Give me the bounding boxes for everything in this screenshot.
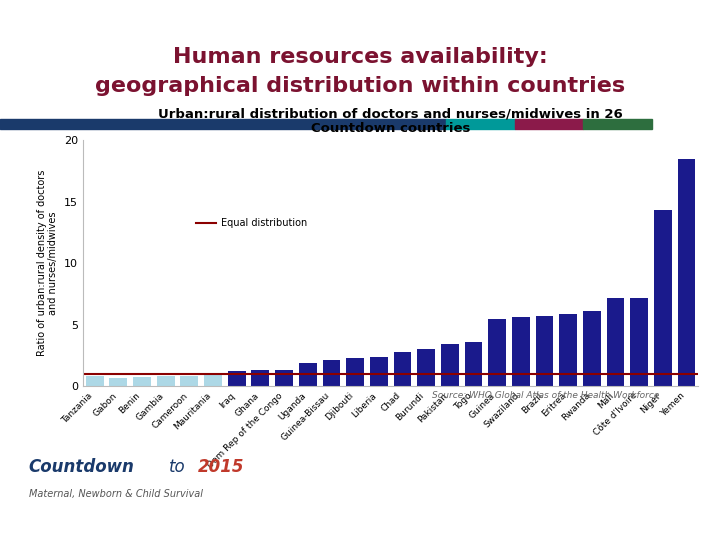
Equal distribution bbox=[114, 370, 122, 377]
Bar bbox=[109, 377, 127, 386]
Bar bbox=[536, 316, 554, 386]
Bar bbox=[157, 376, 174, 386]
Bar bbox=[204, 375, 222, 386]
Text: to: to bbox=[169, 458, 186, 476]
Bar bbox=[515, 119, 583, 129]
Bar bbox=[559, 314, 577, 386]
Bar bbox=[607, 298, 624, 386]
Text: geographical distribution within countries: geographical distribution within countri… bbox=[95, 76, 625, 97]
Text: Maternal, Newborn & Child Survival: Maternal, Newborn & Child Survival bbox=[29, 489, 203, 499]
Text: Countdown: Countdown bbox=[29, 458, 135, 476]
Bar bbox=[583, 311, 600, 386]
Bar bbox=[86, 376, 104, 386]
Bar bbox=[654, 211, 672, 386]
Bar bbox=[346, 358, 364, 386]
Bar bbox=[181, 376, 198, 386]
Bar bbox=[370, 356, 387, 386]
Text: Source: WHO Global Atlas of the Health Workforce: Source: WHO Global Atlas of the Health W… bbox=[432, 392, 660, 401]
Bar bbox=[299, 363, 317, 386]
Bar bbox=[464, 342, 482, 386]
Bar bbox=[133, 377, 151, 386]
Bar bbox=[323, 360, 341, 386]
Legend: Equal distribution: Equal distribution bbox=[192, 214, 310, 232]
Equal distribution bbox=[90, 370, 99, 377]
Title: Urban:rural distribution of doctors and nurses/midwives in 26
Countdown countrie: Urban:rural distribution of doctors and … bbox=[158, 107, 623, 135]
Bar bbox=[446, 119, 515, 129]
Y-axis label: Ratio of urban:rural density of doctors
and nurses/midwives: Ratio of urban:rural density of doctors … bbox=[37, 170, 58, 356]
Text: Human resources availability:: Human resources availability: bbox=[173, 46, 547, 67]
Bar bbox=[512, 318, 530, 386]
Bar bbox=[678, 159, 696, 386]
Bar bbox=[275, 370, 293, 386]
Bar bbox=[417, 349, 435, 386]
Bar bbox=[394, 352, 411, 386]
Bar bbox=[488, 319, 506, 386]
Bar bbox=[441, 345, 459, 386]
Bar bbox=[583, 119, 652, 129]
Bar bbox=[251, 370, 269, 386]
Bar bbox=[228, 372, 246, 386]
Text: 2015: 2015 bbox=[198, 458, 245, 476]
Bar bbox=[0, 119, 446, 129]
Bar bbox=[630, 298, 648, 386]
